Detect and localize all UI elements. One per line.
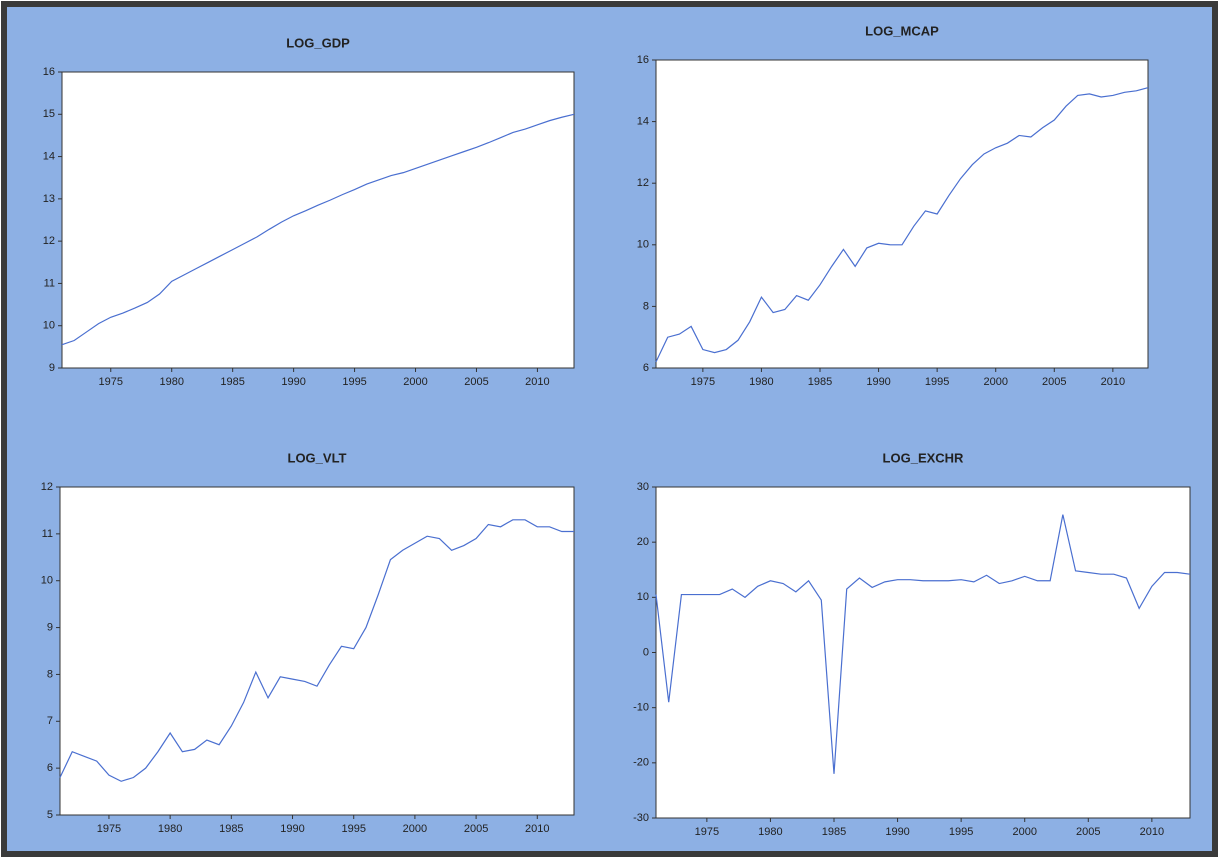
y-tick-label: 12: [637, 177, 649, 189]
x-tick-label: 1995: [341, 823, 365, 835]
x-tick-label: 1975: [691, 376, 715, 388]
y-tick-label: 10: [637, 591, 649, 603]
x-tick-label: 1980: [158, 823, 182, 835]
x-tick-label: 2010: [525, 823, 549, 835]
y-tick-label: 11: [42, 528, 53, 540]
y-tick-label: 15: [43, 108, 55, 120]
plot-area: [61, 71, 575, 369]
x-tick-label: 1990: [280, 823, 304, 835]
y-tick-label: 5: [47, 809, 53, 821]
y-tick-label: 8: [643, 300, 649, 312]
y-tick-label: 10: [43, 320, 55, 332]
y-tick-label: -20: [633, 757, 649, 769]
x-tick-label: 1995: [925, 376, 949, 388]
x-tick-label: 1980: [749, 376, 773, 388]
data-line: [61, 113, 575, 346]
x-tick-label: 2010: [1140, 826, 1164, 838]
x-tick-label: 1985: [822, 826, 846, 838]
x-tick-label: 2000: [403, 823, 427, 835]
y-tick-label: 14: [43, 150, 55, 162]
x-tick-label: 1975: [97, 823, 121, 835]
y-tick-label: 6: [643, 362, 649, 374]
x-tick-label: 1990: [281, 376, 305, 388]
y-tick-label: 0: [643, 646, 649, 658]
x-tick-label: 1995: [949, 826, 973, 838]
data-line: [655, 87, 1149, 363]
x-tick-label: 2005: [464, 376, 488, 388]
x-tick-label: 1985: [808, 376, 832, 388]
y-tick-label: 11: [44, 277, 55, 289]
x-tick-label: 1995: [342, 376, 366, 388]
x-tick-label: 1980: [758, 826, 782, 838]
x-tick-label: 1980: [159, 376, 183, 388]
chart-title: LOG_VLT: [288, 450, 347, 465]
y-tick-label: 20: [637, 536, 649, 548]
x-tick-label: 2010: [1101, 376, 1125, 388]
x-tick-label: 2005: [1076, 826, 1100, 838]
x-tick-label: 1975: [99, 376, 123, 388]
x-tick-label: 1990: [885, 826, 909, 838]
plot-area: [655, 486, 1191, 819]
plot-area: [655, 59, 1149, 369]
y-tick-label: 8: [47, 668, 53, 680]
y-tick-label: 10: [637, 239, 649, 251]
plot-area: [59, 486, 575, 816]
x-tick-label: 2000: [983, 376, 1007, 388]
y-tick-label: 12: [41, 481, 53, 493]
x-tick-label: 2000: [1012, 826, 1036, 838]
y-tick-label: 16: [637, 54, 649, 66]
data-line: [655, 514, 1191, 774]
y-tick-label: 6: [47, 762, 53, 774]
x-tick-label: 1990: [866, 376, 890, 388]
x-tick-label: 2010: [525, 376, 549, 388]
data-line: [59, 519, 574, 782]
x-tick-label: 1975: [695, 826, 719, 838]
y-tick-label: -10: [633, 702, 649, 714]
x-tick-label: 2005: [464, 823, 488, 835]
chart-title: LOG_GDP: [286, 35, 350, 50]
y-tick-label: -30: [633, 812, 649, 824]
y-tick-label: 10: [41, 575, 53, 587]
chart-title: LOG_EXCHR: [883, 450, 965, 465]
y-tick-label: 9: [47, 621, 53, 633]
x-tick-label: 2005: [1042, 376, 1066, 388]
y-tick-label: 7: [47, 715, 53, 727]
x-tick-label: 1985: [220, 376, 244, 388]
y-tick-label: 30: [637, 481, 649, 493]
chart-title: LOG_MCAP: [865, 23, 939, 38]
y-tick-label: 12: [43, 235, 55, 247]
x-tick-label: 1985: [219, 823, 243, 835]
y-tick-label: 16: [43, 66, 55, 78]
x-tick-label: 2000: [403, 376, 427, 388]
y-tick-label: 9: [49, 362, 55, 374]
y-tick-label: 14: [637, 116, 649, 128]
y-tick-label: 13: [43, 193, 55, 205]
